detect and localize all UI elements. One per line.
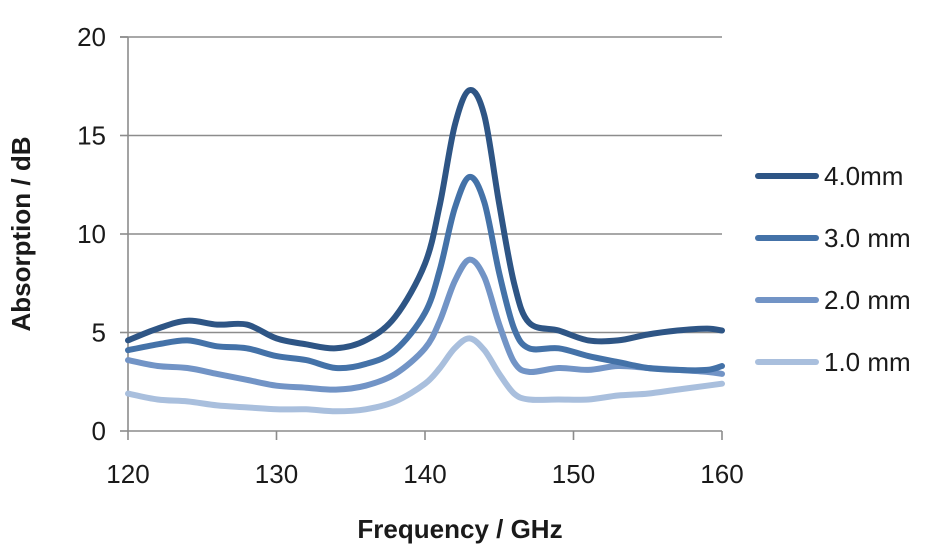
x-tick-label: 120 (106, 459, 149, 489)
series-line-1-0-mm (125, 335, 725, 415)
series-line-3-0-mm (125, 173, 725, 374)
tick-labels: 0 5 10 15 20 120 130 140 150 160 (77, 22, 744, 489)
y-tick-label: 5 (92, 318, 106, 348)
y-tick-label: 15 (77, 121, 106, 151)
legend: 4.0mm 3.0 mm 2.0 mm 1.0 mm (755, 161, 911, 377)
legend-label: 3.0 mm (824, 223, 911, 253)
y-tick-label: 10 (77, 219, 106, 249)
legend-label: 4.0mm (824, 161, 903, 191)
x-tick-label: 150 (552, 459, 595, 489)
x-tick-label: 140 (403, 459, 446, 489)
y-tick-label: 0 (92, 416, 106, 446)
legend-label: 2.0 mm (824, 285, 911, 315)
y-axis-title: Absorption / dB (6, 137, 36, 332)
gridlines (128, 36, 722, 334)
series-lines (125, 87, 725, 415)
x-tick-label: 130 (255, 459, 298, 489)
legend-label: 1.0 mm (824, 347, 911, 377)
series-line-4-0mm (125, 87, 725, 352)
series-line-2-0-mm (125, 256, 725, 393)
axes (120, 36, 723, 440)
x-axis-title: Frequency / GHz (357, 514, 562, 544)
x-tick-label: 160 (700, 459, 743, 489)
y-tick-label: 20 (77, 22, 106, 52)
